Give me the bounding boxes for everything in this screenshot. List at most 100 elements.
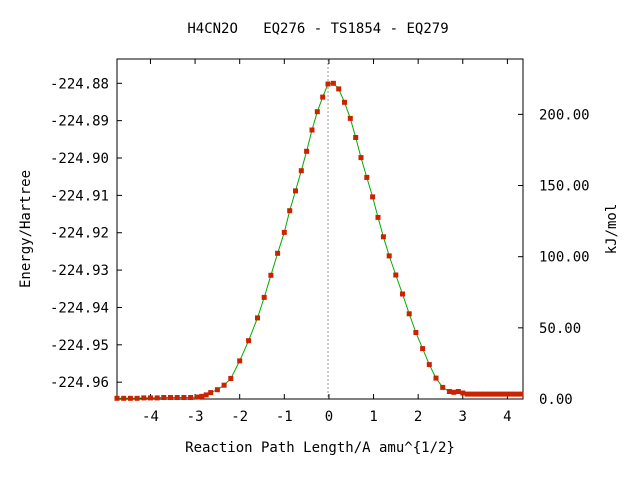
data-point [148, 395, 153, 401]
data-point [364, 174, 370, 180]
data-point [455, 389, 461, 394]
x-tick-label: -4 [142, 409, 159, 425]
data-point [281, 229, 287, 235]
data-point [134, 395, 140, 401]
y2-tick-label: 200.00 [539, 107, 590, 123]
data-point [309, 127, 315, 133]
y-tick-label: -224.91 [50, 188, 109, 204]
y-tick-label: -224.90 [50, 151, 109, 167]
data-point [426, 362, 432, 368]
data-point [375, 214, 381, 220]
x-tick-label: 2 [414, 409, 422, 425]
data-point [406, 311, 412, 317]
y-tick-label: -224.95 [50, 338, 109, 354]
data-point [275, 250, 281, 256]
data-point [386, 253, 392, 259]
data-point [330, 80, 336, 86]
data-point [246, 338, 252, 344]
data-point [473, 391, 479, 397]
data-point [500, 391, 506, 397]
x-tick-label: 3 [459, 409, 467, 425]
data-point [482, 391, 488, 397]
data-point [342, 99, 347, 105]
data-point [513, 391, 519, 397]
data-point [174, 395, 180, 400]
data-point [487, 391, 492, 397]
data-point [298, 168, 304, 174]
y2-tick-label: 100.00 [539, 250, 590, 266]
data-point [194, 394, 200, 400]
data-point [287, 208, 293, 214]
x-tick-label: -1 [276, 409, 293, 425]
y-tick-label: -224.94 [50, 300, 109, 316]
y-tick-label: -224.88 [50, 76, 109, 92]
x-axis-label: Reaction Path Length/A amu^{1/2} [185, 440, 455, 456]
x-tick-label: 4 [503, 409, 511, 425]
x-tick-label: -3 [187, 409, 204, 425]
data-point [460, 390, 466, 396]
data-point [370, 194, 376, 200]
data-point [491, 391, 497, 397]
y2-tick-label: 150.00 [539, 179, 590, 195]
chart-title: H4CN2O EQ276 - TS1854 - EQ279 [187, 21, 448, 37]
data-point [121, 395, 127, 401]
data-point [380, 234, 386, 240]
data-point [469, 391, 475, 397]
right-y-axis-ticks: 0.00 50.00 100.00 150.00 200.00 [518, 107, 590, 408]
x-tick-label: 1 [369, 409, 377, 425]
data-point [168, 395, 173, 400]
data-point [261, 294, 267, 300]
data-point [518, 391, 524, 397]
data-point [400, 291, 405, 297]
data-point [325, 81, 331, 87]
data-point [353, 135, 359, 140]
data-point [114, 395, 120, 401]
data-point [509, 391, 515, 397]
data-point [496, 391, 501, 397]
y-axis-label: Energy/Hartree [18, 170, 34, 288]
data-point [478, 391, 484, 397]
data-point [268, 272, 274, 278]
data-point [228, 376, 234, 381]
data-point [314, 109, 320, 115]
data-point [199, 393, 205, 399]
data-point [304, 148, 310, 154]
data-point [161, 395, 167, 400]
energy-profile-line [117, 82, 521, 399]
data-point [433, 375, 439, 381]
x-tick-label: -2 [231, 409, 248, 425]
data-point [446, 389, 452, 394]
data-point [420, 346, 426, 352]
data-point [347, 115, 353, 121]
y-tick-label: -224.96 [50, 375, 109, 391]
y-tick-label: -224.89 [50, 114, 109, 130]
data-point [214, 387, 220, 393]
x-axis-ticks: -4 -3 -2 -1 0 1 2 3 4 [142, 59, 512, 425]
data-point [393, 272, 399, 278]
plot-frame [116, 58, 524, 400]
x-tick-label: 0 [325, 409, 333, 425]
y-tick-label: -224.92 [50, 226, 109, 242]
data-point [504, 391, 510, 397]
left-y-axis-ticks: -224.88 -224.89 -224.90 -224.91 -224.92 -224.… [50, 76, 122, 391]
data-point [358, 155, 364, 161]
data-point [237, 358, 243, 364]
data-point [154, 395, 160, 401]
y-tick-label: -224.93 [50, 263, 109, 279]
data-point [451, 389, 457, 395]
data-point [127, 395, 133, 401]
y2-tick-label: 50.00 [539, 321, 581, 337]
data-point [255, 315, 260, 321]
data-point [413, 330, 419, 335]
data-point [208, 390, 214, 396]
data-point [141, 395, 147, 401]
data-point [464, 391, 470, 397]
data-point [203, 392, 209, 398]
y2-axis-label: kJ/mol [604, 204, 620, 255]
data-point-markers [114, 80, 524, 401]
data-point [440, 384, 446, 390]
data-point [221, 382, 227, 388]
data-point [293, 188, 298, 194]
y2-tick-label: 0.00 [539, 392, 573, 408]
